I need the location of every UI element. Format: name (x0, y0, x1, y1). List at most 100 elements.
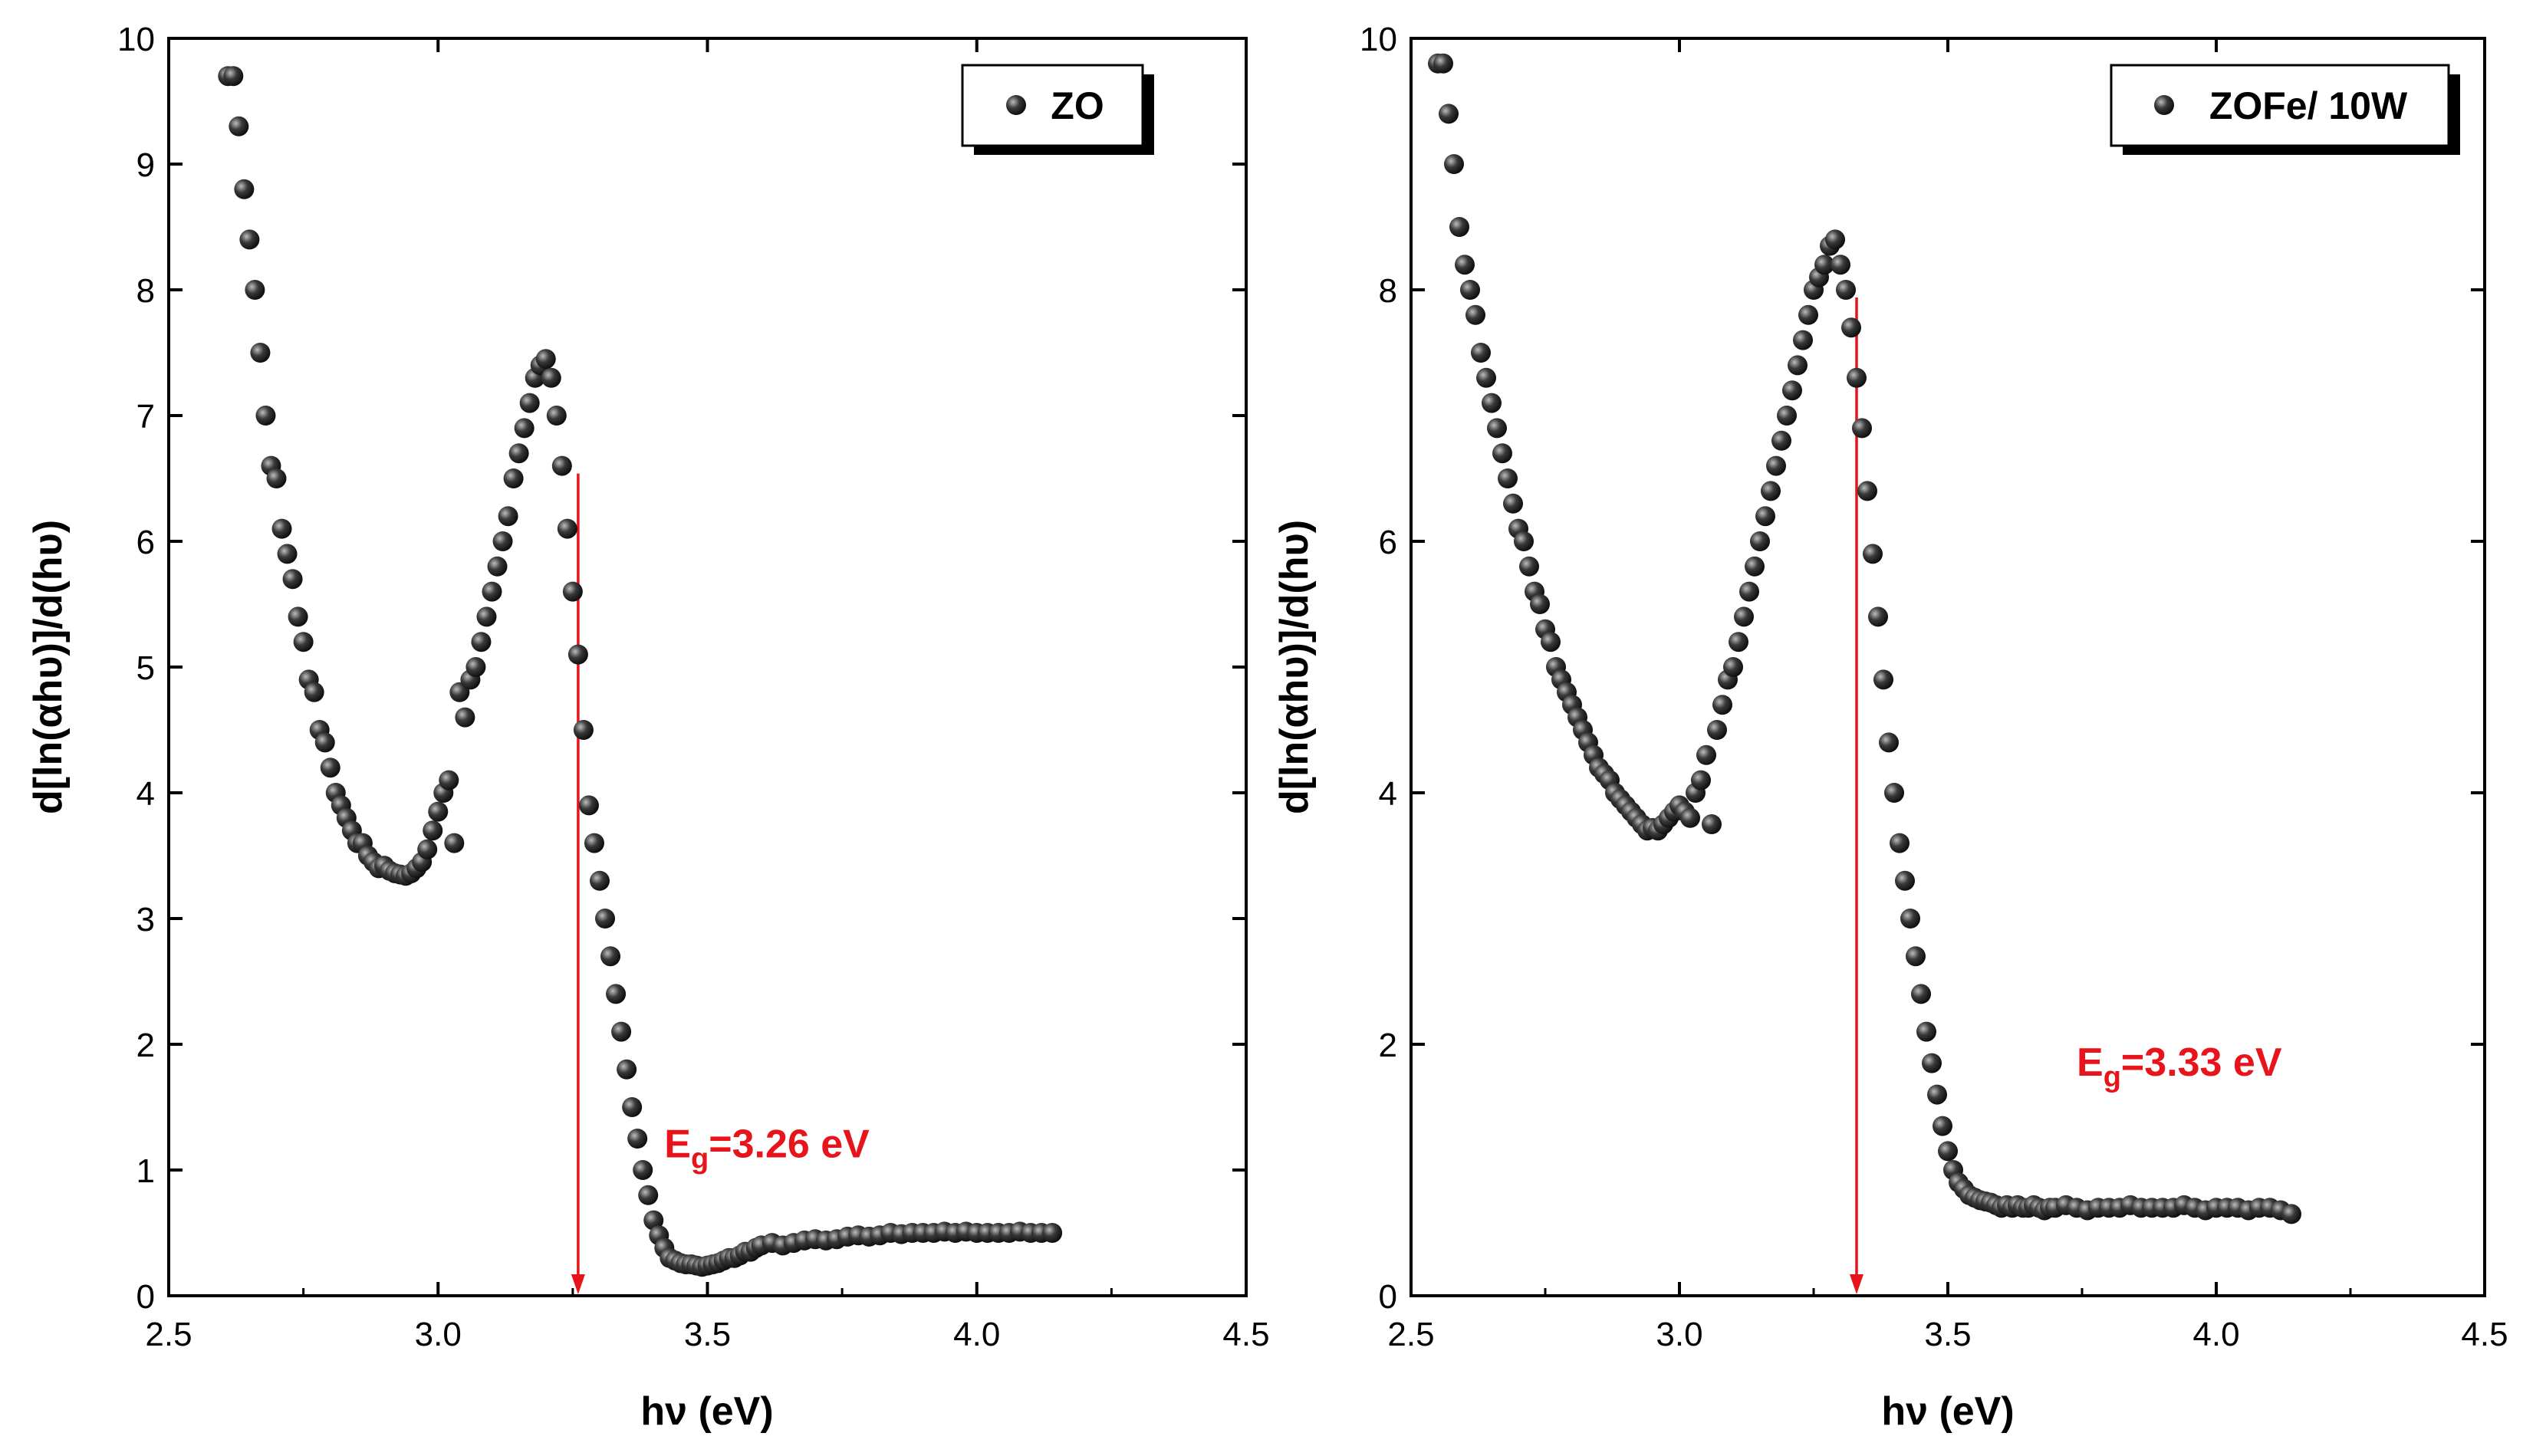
data-point-right (1455, 255, 1475, 275)
data-point-right (1766, 455, 1786, 476)
data-point-left (633, 1160, 653, 1180)
y-axis-title-right: d[ln(αhυ)]/d(hυ) (1272, 520, 1317, 814)
data-point-right (1465, 304, 1485, 325)
x-tick-label-right: 3.5 (1924, 1316, 1971, 1353)
data-point-left (277, 544, 298, 564)
legend-label-left: ZO (1051, 84, 1104, 127)
data-point-right (1836, 280, 1856, 300)
y-axis-ticks-right: 0 2 4 6 8 10 (1360, 21, 2485, 1316)
y-tick-label-left: 7 (137, 398, 155, 435)
data-point-right (1933, 1116, 1952, 1136)
data-point-right (1444, 154, 1464, 174)
data-point-right (1814, 255, 1834, 275)
data-point-left (293, 632, 314, 652)
y-tick-label-right: 10 (1360, 21, 1397, 58)
data-point-left (617, 1059, 637, 1080)
data-point-left (471, 632, 492, 652)
data-point-left (304, 682, 324, 702)
data-point-left (482, 581, 502, 602)
legend-right: ZOFe/ 10W (2110, 64, 2460, 155)
data-point-right (1680, 807, 1700, 828)
data-point-left (535, 349, 556, 370)
y-tick-label-right: 4 (1379, 775, 1397, 813)
data-point-right (1900, 909, 1920, 928)
data-point-right (1541, 632, 1561, 652)
plot-frame-left (167, 37, 1248, 1297)
data-point-right (1911, 984, 1931, 1004)
data-point-left (239, 229, 260, 250)
y-tick-label-left: 2 (137, 1027, 155, 1064)
data-point-left (638, 1185, 659, 1205)
data-point-right (1857, 481, 1877, 501)
data-point-left (541, 367, 561, 388)
data-point-right (1476, 367, 1496, 388)
data-point-right (1707, 720, 1727, 740)
x-tick-label-right: 4.5 (2461, 1316, 2508, 1353)
data-point-right (1927, 1084, 1947, 1105)
data-point-left (255, 406, 276, 426)
data-point-right (1449, 217, 1469, 237)
data-point-left (600, 946, 621, 967)
data-point-right (1831, 255, 1850, 275)
bandgap-arrowhead-right (1850, 1274, 1863, 1294)
data-point-right (1460, 280, 1480, 300)
data-point-left (245, 280, 265, 300)
data-point-left (282, 569, 303, 590)
data-point-right (1471, 343, 1491, 363)
data-point-right (1777, 406, 1797, 426)
y-tick-label-left: 5 (137, 649, 155, 687)
data-point-left (643, 1210, 664, 1231)
data-point-left (250, 343, 271, 363)
y-tick-label-left: 1 (137, 1152, 155, 1190)
plot-frame-right (1410, 37, 2486, 1297)
data-point-right (2281, 1204, 2301, 1224)
data-point-left (578, 795, 599, 816)
data-point-right (1755, 506, 1775, 527)
y-tick-label-left: 3 (137, 901, 155, 938)
data-point-left (234, 179, 255, 199)
data-point-right (1852, 418, 1872, 439)
data-point-left (573, 720, 594, 740)
data-point-right (1793, 330, 1813, 350)
data-point-right (1745, 556, 1765, 577)
data-point-left (514, 418, 535, 439)
data-points-left (218, 66, 1063, 1277)
data-point-right (1482, 393, 1502, 413)
bandgap-label-right: Eg=3.33 eV (2077, 1040, 2282, 1093)
x-tick-label-right: 3.0 (1656, 1316, 1702, 1353)
x-tick-label-right: 2.5 (1387, 1316, 1434, 1353)
data-point-right (1782, 380, 1802, 401)
data-point-right (1879, 732, 1899, 753)
data-point-left (567, 644, 588, 665)
data-point-right (1696, 744, 1716, 765)
data-point-right (1847, 367, 1867, 388)
y-tick-label-left: 8 (137, 272, 155, 310)
data-point-right (1884, 783, 1904, 803)
x-tick-label-left: 4.5 (1222, 1316, 1269, 1353)
y-tick-label-left: 4 (137, 775, 155, 813)
data-point-left (622, 1097, 643, 1117)
data-point-right (1922, 1053, 1942, 1073)
data-point-left (627, 1129, 648, 1149)
data-point-left (1042, 1223, 1063, 1243)
data-point-left (320, 758, 340, 778)
x-tick-label-left: 4.0 (953, 1316, 1000, 1353)
data-point-left (314, 732, 335, 753)
x-axis-title-right: hν (eV) (1881, 1389, 2014, 1434)
y-tick-label-right: 8 (1379, 272, 1397, 310)
legend-marker-right (2154, 95, 2174, 115)
data-point-right (1761, 481, 1781, 501)
data-point-left (551, 455, 572, 476)
legend-box-left (961, 64, 1144, 147)
data-point-left (271, 518, 292, 539)
data-point-right (1503, 493, 1523, 514)
x-tick-label-left: 3.0 (415, 1316, 462, 1353)
data-point-left (417, 839, 438, 859)
x-tick-label-left: 2.5 (145, 1316, 192, 1353)
bandgap-arrow-left: Eg=3.26 eV (571, 473, 870, 1294)
data-point-right (1841, 317, 1861, 338)
x-axis-ticks-left: 2.5 3.0 3.5 4.0 4.5 (145, 38, 1270, 1353)
bandgap-label-left: Eg=3.26 eV (664, 1122, 870, 1175)
data-point-right (1530, 594, 1550, 614)
